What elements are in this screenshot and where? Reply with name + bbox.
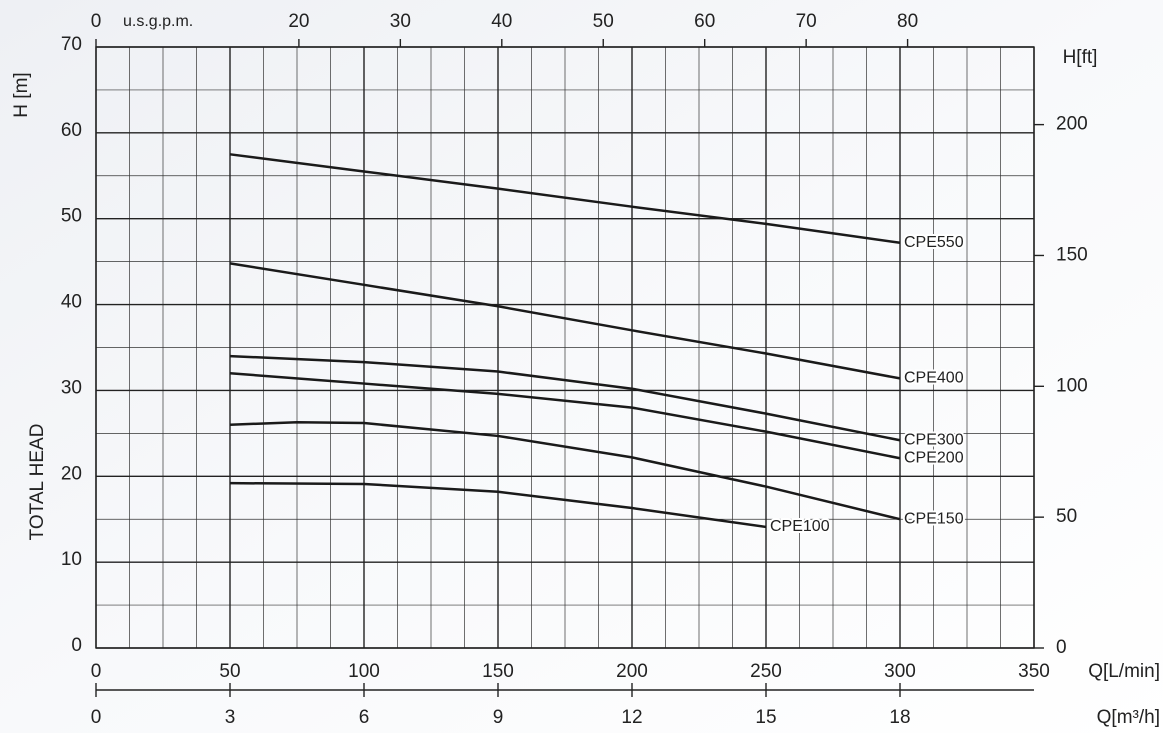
x3-tick-label: 12 (621, 707, 642, 728)
y-axis-title: TOTAL HEAD (27, 424, 48, 541)
y-tick-label: 0 (71, 635, 82, 656)
x-axis-label: Q[L/min] (1088, 661, 1160, 682)
series-label: CPE300 (904, 431, 964, 448)
series-label: CPE550 (904, 234, 964, 251)
y-tick-label: 60 (61, 120, 82, 141)
y2-tick-label: 100 (1056, 375, 1088, 396)
x2-tick-label: 70 (796, 11, 817, 32)
series-label: CPE200 (904, 449, 964, 466)
y2-tick-label: 200 (1056, 114, 1088, 135)
x2-tick-label: 50 (593, 11, 614, 32)
x2-axis-label: u.s.g.p.m. (123, 13, 193, 30)
x3-tick-label: 9 (493, 707, 504, 728)
y2-tick-label: 150 (1056, 244, 1088, 265)
curve (229, 420, 901, 521)
y-tick-label: 10 (61, 549, 82, 570)
x3-tick-label: 18 (889, 707, 910, 728)
curve (229, 481, 767, 529)
y-tick-label: 50 (61, 206, 82, 227)
y-tick-label: 70 (61, 34, 82, 55)
x-tick-label: 50 (219, 661, 240, 682)
y-axis-label: H [m] (11, 72, 32, 117)
x-tick-label: 250 (750, 661, 782, 682)
x-tick-label: 200 (616, 661, 648, 682)
plot-frame (95, 46, 1035, 649)
x2-tick-label: 20 (288, 11, 309, 32)
x2-tick-label: 40 (491, 11, 512, 32)
y2-tick-label: 50 (1056, 506, 1077, 527)
curve (229, 153, 901, 244)
x-tick-label: 100 (348, 661, 380, 682)
x3-tick-label: 3 (225, 707, 236, 728)
x3-tick-label: 6 (359, 707, 370, 728)
x3-tick-label: 0 (91, 707, 102, 728)
y-tick-label: 40 (61, 292, 82, 313)
x-tick-label: 350 (1018, 661, 1050, 682)
series-label: CPE150 (904, 510, 964, 527)
y2-tick-label: 0 (1056, 637, 1067, 658)
x2-tick-label: 30 (390, 11, 411, 32)
x2-tick-label: 60 (694, 11, 715, 32)
x2-tick-label: 0 (91, 11, 102, 32)
x3-tick-label: 15 (755, 707, 776, 728)
y2-axis-label: H[ft] (1063, 47, 1098, 68)
x-tick-label: 300 (884, 661, 916, 682)
x3-axis-label: Q[m³/h] (1097, 707, 1160, 728)
curve (229, 372, 901, 460)
series-label: CPE100 (770, 518, 830, 535)
series-label: CPE400 (904, 370, 964, 387)
y-tick-label: 30 (61, 377, 82, 398)
y-tick-label: 20 (61, 463, 82, 484)
curve (229, 262, 901, 380)
curve (229, 354, 901, 442)
x-tick-label: 0 (91, 661, 102, 682)
x-tick-label: 150 (482, 661, 514, 682)
x2-tick-label: 80 (897, 11, 918, 32)
